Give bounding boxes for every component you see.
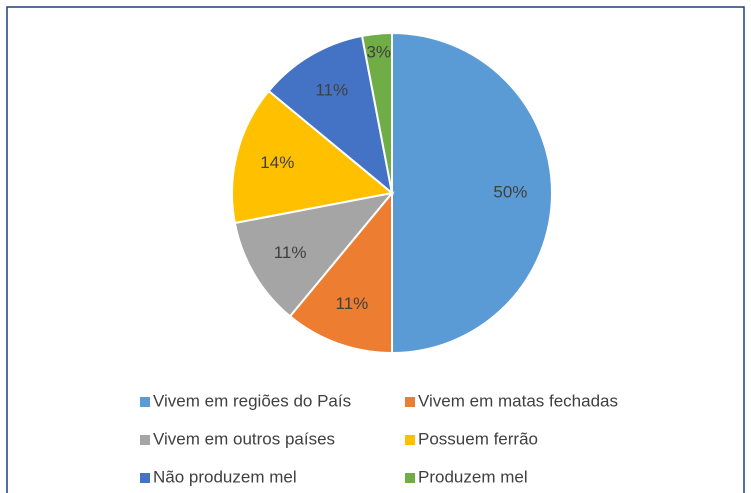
legend-swatch: [405, 473, 415, 483]
pie-slice: [233, 191, 395, 318]
pie-slice: [391, 31, 553, 355]
legend-swatch: [140, 473, 150, 483]
legend-swatch: [405, 435, 415, 445]
pie-slice: [267, 34, 394, 196]
legend-swatch: [405, 397, 415, 407]
legend-label: Vivem em matas fechadas: [418, 391, 618, 410]
slice-label: 11%: [315, 81, 348, 100]
slice-label: 14%: [260, 153, 294, 172]
pie-slice: [360, 31, 393, 194]
slice-label: 11%: [336, 294, 369, 313]
legend-label: Possuem ferrão: [418, 429, 538, 448]
legend-label: Produzem mel: [418, 467, 528, 486]
pie-slice: [231, 89, 395, 225]
legend-swatch: [140, 435, 150, 445]
slice-label: 3%: [366, 42, 391, 61]
legend-label: Vivem em outros países: [153, 429, 335, 448]
legend-swatch: [140, 397, 150, 407]
pie-slice: [288, 190, 393, 355]
legend-label: Não produzem mel: [153, 467, 297, 486]
slice-label: 50%: [493, 182, 527, 201]
slice-label: 11%: [274, 243, 307, 262]
legend-label: Vivem em regiões do País: [153, 391, 351, 410]
